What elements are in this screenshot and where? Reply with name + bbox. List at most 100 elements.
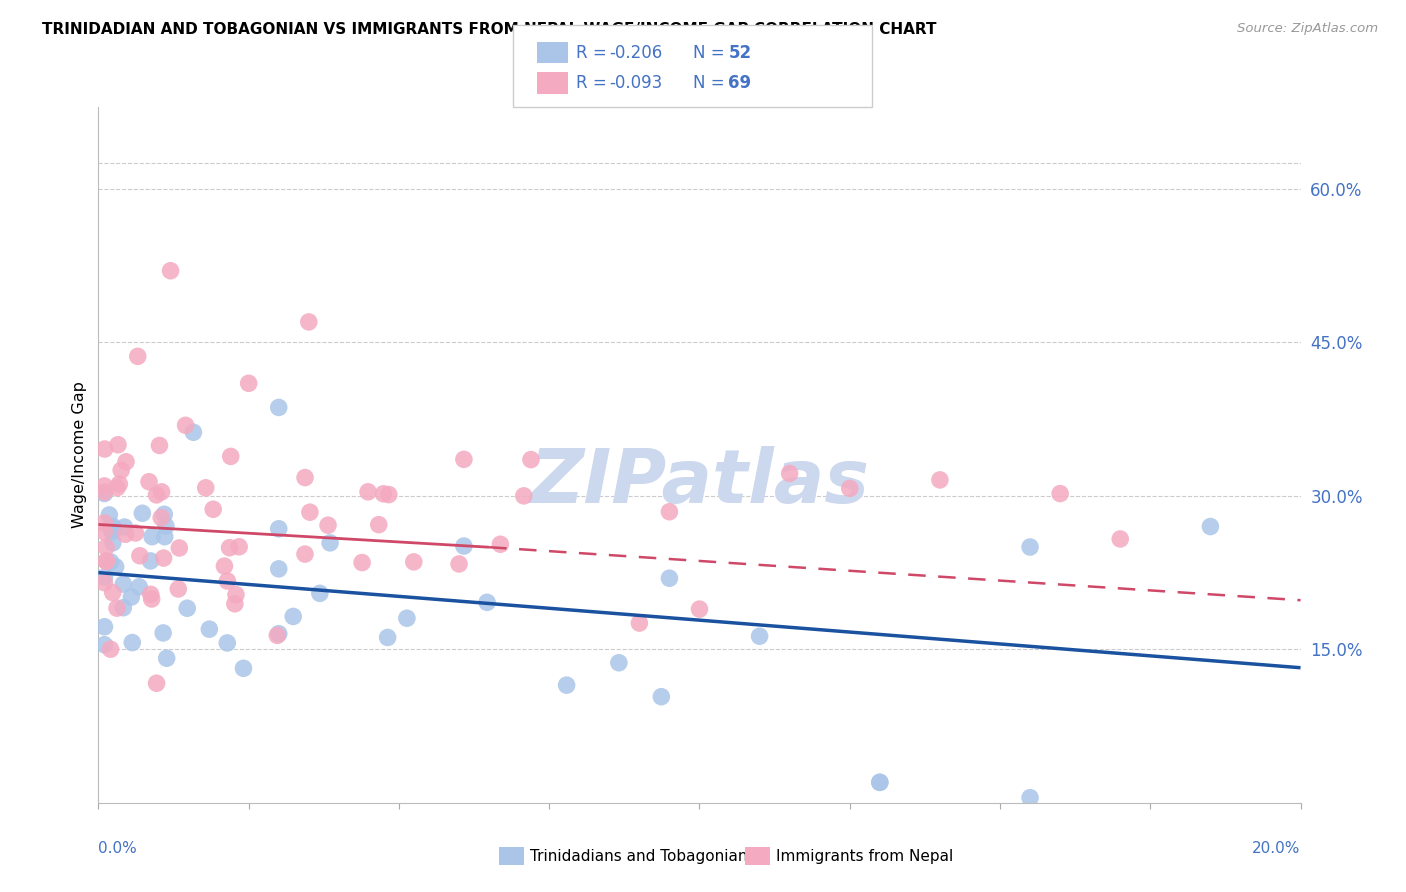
Point [650, 690, 672, 704]
Point [103, 523, 125, 537]
Point [139, 587, 162, 601]
Point [101, 585, 124, 599]
Point [475, 595, 498, 609]
Point [225, 588, 247, 602]
Point [266, 628, 288, 642]
Point [93, 516, 115, 530]
Point [105, 481, 128, 495]
Point [1199, 519, 1222, 533]
Text: -0.093: -0.093 [609, 74, 662, 92]
Point [228, 540, 250, 554]
Point [150, 484, 173, 499]
Point [141, 592, 163, 607]
Point [156, 651, 179, 665]
Point [1019, 790, 1042, 805]
Point [377, 631, 399, 645]
Point [139, 554, 162, 568]
Point [555, 678, 578, 692]
Point [267, 562, 290, 576]
Point [607, 656, 630, 670]
Point [145, 676, 167, 690]
Point [155, 519, 177, 533]
Text: Trinidadians and Tobagonians: Trinidadians and Tobagonians [530, 849, 755, 863]
Point [352, 556, 374, 570]
Point [628, 616, 651, 631]
Text: R =: R = [576, 74, 613, 92]
Point [489, 537, 512, 551]
Point [101, 535, 124, 549]
Point [104, 559, 127, 574]
Point [93, 570, 115, 584]
Point [148, 438, 170, 452]
Point [153, 530, 176, 544]
Point [308, 586, 330, 600]
Point [316, 518, 339, 533]
Point [100, 642, 122, 657]
Point [93, 575, 115, 590]
Point [658, 571, 681, 585]
Point [145, 488, 167, 502]
Point [112, 577, 135, 591]
Text: N =: N = [693, 44, 730, 62]
Point [159, 264, 181, 278]
Point [779, 467, 801, 481]
Point [112, 600, 135, 615]
Text: ZIPatlas: ZIPatlas [530, 446, 869, 519]
Point [115, 455, 138, 469]
Point [114, 527, 136, 541]
Point [357, 484, 380, 499]
Point [131, 506, 153, 520]
Point [217, 574, 239, 588]
Point [127, 349, 149, 363]
Point [748, 629, 770, 643]
Point [453, 452, 475, 467]
Point [183, 425, 205, 440]
Point [453, 539, 475, 553]
Point [93, 486, 115, 500]
Point [141, 530, 163, 544]
Point [94, 541, 117, 555]
Point [101, 524, 124, 539]
Point [378, 487, 401, 501]
Point [108, 477, 131, 491]
Point [96, 554, 118, 568]
Point [367, 517, 389, 532]
Point [1109, 532, 1132, 546]
Point [447, 557, 470, 571]
Point [167, 582, 190, 596]
Point [110, 463, 132, 477]
Point [96, 554, 118, 568]
Point [1049, 486, 1071, 500]
Point [219, 450, 242, 464]
Point [100, 555, 122, 569]
Point [202, 502, 225, 516]
Point [238, 376, 260, 391]
Point [217, 636, 239, 650]
Point [114, 520, 136, 534]
Point [294, 470, 316, 484]
Point [929, 473, 952, 487]
Point [198, 622, 221, 636]
Point [513, 489, 536, 503]
Point [128, 549, 150, 563]
Point [194, 481, 217, 495]
Point [105, 601, 128, 615]
Text: Immigrants from Nepal: Immigrants from Nepal [776, 849, 953, 863]
Text: Source: ZipAtlas.com: Source: ZipAtlas.com [1237, 22, 1378, 36]
Point [176, 601, 198, 615]
Point [520, 452, 543, 467]
Point [214, 559, 236, 574]
Point [152, 551, 174, 566]
Point [395, 611, 418, 625]
Y-axis label: Wage/Income Gap: Wage/Income Gap [72, 382, 87, 528]
Point [152, 626, 174, 640]
Point [1019, 540, 1042, 554]
Point [98, 508, 121, 522]
Point [93, 479, 115, 493]
Point [128, 580, 150, 594]
Point [150, 510, 173, 524]
Text: 69: 69 [728, 74, 751, 92]
Point [93, 620, 115, 634]
Text: TRINIDADIAN AND TOBAGONIAN VS IMMIGRANTS FROM NEPAL WAGE/INCOME GAP CORRELATION : TRINIDADIAN AND TOBAGONIAN VS IMMIGRANTS… [42, 22, 936, 37]
Text: 20.0%: 20.0% [1253, 841, 1301, 856]
